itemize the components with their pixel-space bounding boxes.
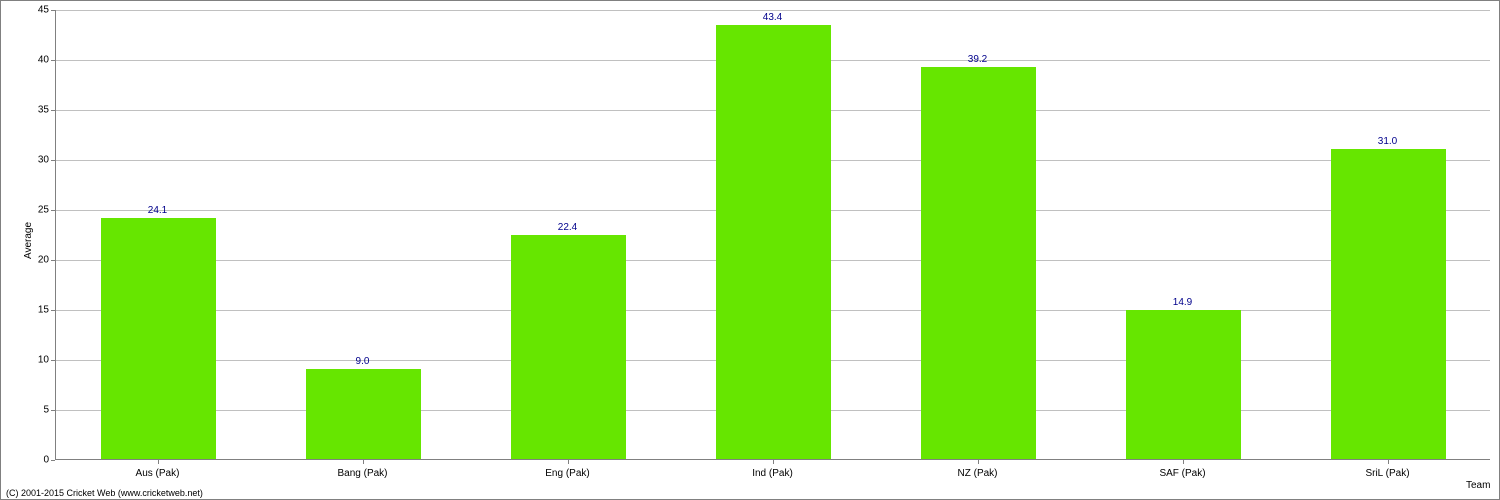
y-tick-label: 35	[38, 105, 49, 116]
y-tick-mark	[51, 460, 55, 461]
bar-value-label: 22.4	[558, 222, 577, 233]
bar-value-label: 39.2	[968, 54, 987, 65]
x-tick-label: Bang (Pak)	[337, 468, 387, 479]
y-tick-mark	[51, 110, 55, 111]
x-tick-mark	[363, 460, 364, 464]
x-tick-mark	[1388, 460, 1389, 464]
bar	[101, 218, 216, 459]
y-tick-mark	[51, 410, 55, 411]
y-tick-label: 10	[38, 355, 49, 366]
x-tick-mark	[773, 460, 774, 464]
y-tick-label: 15	[38, 305, 49, 316]
y-tick-label: 30	[38, 155, 49, 166]
x-tick-label: NZ (Pak)	[958, 468, 998, 479]
x-tick-label: Aus (Pak)	[136, 468, 180, 479]
x-axis-label: Team	[1466, 480, 1490, 491]
chart-container: 0 5 10 15 20 25 30 35 40 45 Aus (Pak) Bang (Pak) En…	[0, 0, 1500, 500]
y-tick-mark	[51, 210, 55, 211]
x-tick-label: SriL (Pak)	[1365, 468, 1409, 479]
bar-value-label: 31.0	[1378, 136, 1397, 147]
bar	[1331, 149, 1446, 459]
x-tick-mark	[158, 460, 159, 464]
copyright-text: (C) 2001-2015 Cricket Web (www.cricketwe…	[6, 488, 203, 498]
x-tick-mark	[568, 460, 569, 464]
y-tick-mark	[51, 310, 55, 311]
y-tick-mark	[51, 10, 55, 11]
bar-value-label: 24.1	[148, 205, 167, 216]
plot-area	[55, 10, 1490, 460]
y-tick-label: 5	[43, 405, 49, 416]
y-tick-label: 20	[38, 255, 49, 266]
x-tick-mark	[1183, 460, 1184, 464]
x-tick-mark	[978, 460, 979, 464]
y-tick-mark	[51, 60, 55, 61]
bar	[921, 67, 1036, 459]
x-tick-label: Ind (Pak)	[752, 468, 793, 479]
y-tick-label: 25	[38, 205, 49, 216]
y-tick-mark	[51, 160, 55, 161]
y-tick-mark	[51, 260, 55, 261]
x-tick-label: Eng (Pak)	[545, 468, 589, 479]
bar-value-label: 9.0	[356, 356, 370, 367]
y-tick-label: 45	[38, 5, 49, 16]
gridline	[56, 10, 1490, 11]
bar	[306, 369, 421, 459]
y-axis-label: Average	[23, 222, 34, 259]
y-tick-label: 0	[43, 455, 49, 466]
bar	[511, 235, 626, 459]
bar	[716, 25, 831, 459]
bar-value-label: 14.9	[1173, 297, 1192, 308]
bar-value-label: 43.4	[763, 12, 782, 23]
bar	[1126, 310, 1241, 459]
y-tick-label: 40	[38, 55, 49, 66]
y-tick-mark	[51, 360, 55, 361]
x-tick-label: SAF (Pak)	[1159, 468, 1205, 479]
